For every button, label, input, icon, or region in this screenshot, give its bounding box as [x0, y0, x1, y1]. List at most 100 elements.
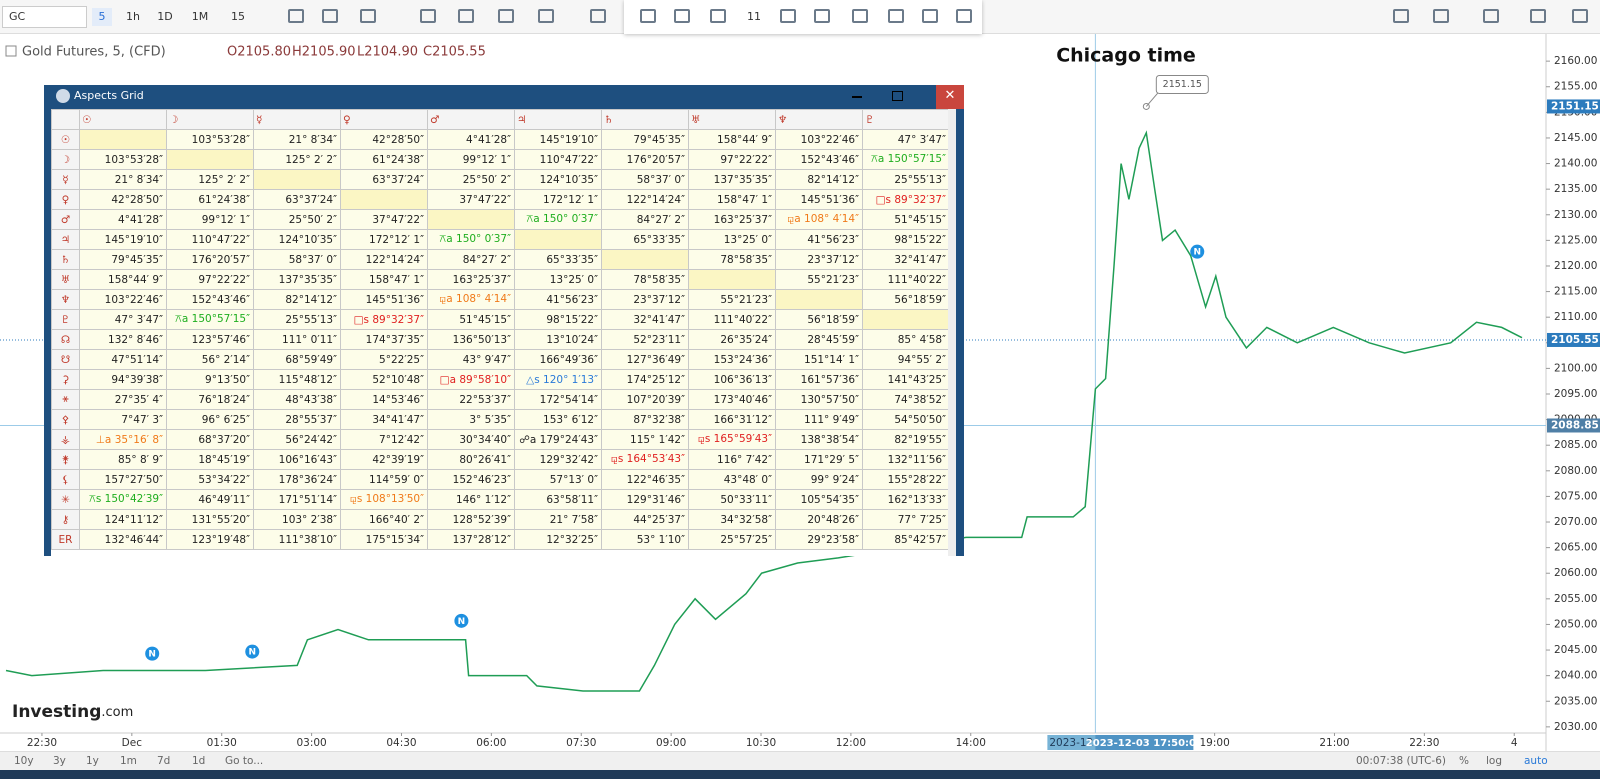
- grid-row: ⚸ 157°27′50″ 53°34′22″ 178°36′24″ 114°59′ 0″…: [51, 469, 950, 490]
- row-label: ♇: [51, 309, 80, 330]
- range-button[interactable]: 7d: [157, 755, 171, 767]
- instrument: Gold Futures, 5, (CFD): [22, 45, 166, 60]
- save-icon[interactable]: [1530, 9, 1546, 23]
- symbol-input[interactable]: GC: [2, 6, 87, 28]
- aspect-cell: 80°26′41″: [427, 449, 515, 470]
- y-tick-label: 2135.00: [1554, 183, 1597, 195]
- y-tick-label: 2130.00: [1554, 209, 1597, 221]
- corner-cell: [51, 109, 80, 130]
- studies-icon[interactable]: [458, 9, 474, 23]
- aspect-cell: 153°24′36″: [688, 349, 776, 370]
- screenshot-icon[interactable]: [1393, 9, 1409, 23]
- aspect-cell: 145°51′36″: [340, 289, 428, 310]
- percent-toggle[interactable]: %: [1459, 755, 1469, 767]
- aspect-cell: 141°43′25″: [862, 369, 950, 390]
- aspect-cell: 125° 2′ 2″: [253, 149, 341, 170]
- y-tick-label: 2030.00: [1554, 721, 1597, 733]
- aspect-cell: 172°54′14″: [514, 389, 602, 410]
- aspect-cell: 54°50′50″: [862, 409, 950, 430]
- layers-icon[interactable]: [814, 9, 830, 23]
- auto-toggle[interactable]: auto: [1524, 755, 1548, 767]
- text-color-icon[interactable]: [640, 9, 656, 23]
- grid-row: ♇ 47° 3′47″ ⚻a 150°57′15″ 25°55′13″ □s 89°32…: [51, 309, 950, 330]
- range-button[interactable]: 1m: [120, 755, 137, 767]
- grid-row: ☿ 21° 8′34″ 125° 2′ 2″ 63°37′24″ 25°50′ 2″ 12…: [51, 169, 950, 190]
- fill-icon[interactable]: [674, 9, 690, 23]
- aspect-cell: 110°47′22″: [514, 149, 602, 170]
- aspect-cell: 145°19′10″: [79, 229, 167, 250]
- range-button[interactable]: 1y: [86, 755, 99, 767]
- interval-button[interactable]: 1D: [157, 10, 173, 23]
- news-marker-label: N: [1193, 248, 1201, 258]
- aspect-cell: ⚻a 150°57′15″: [166, 309, 254, 330]
- chart-type-icon[interactable]: [288, 9, 304, 23]
- log-toggle[interactable]: log: [1486, 755, 1503, 767]
- column-header: ☿: [253, 109, 341, 130]
- crosshair-time: 2023-12-03 17:50:00: [1086, 738, 1203, 749]
- interval-button[interactable]: 1M: [191, 10, 209, 23]
- aspect-cell: 151°14′ 1″: [775, 349, 863, 370]
- settings-icon[interactable]: [420, 9, 436, 23]
- aspect-cell: 111° 9′49″: [775, 409, 863, 430]
- collapse-icon[interactable]: [5, 45, 17, 57]
- interval-select[interactable]: 15: [231, 10, 245, 23]
- aspect-cell: ⚼a 108° 4′14″: [775, 209, 863, 230]
- row-label: ⚷: [51, 509, 80, 530]
- aspect-cell: 37°47′22″: [427, 189, 515, 210]
- range-button[interactable]: 3y: [53, 755, 66, 767]
- load-icon[interactable]: [1483, 9, 1499, 23]
- aspects-grid: ☉ ☽ ☿ ♀ ♂ ♃ ♄ ♅ ♆ ♇ ☉ 103°53′28″ 21° 8′34″ 42°28′50″ 4…: [51, 109, 956, 556]
- lock-icon[interactable]: [888, 9, 904, 23]
- aspect-cell: 166°49′36″: [514, 349, 602, 370]
- y-tick-label: 2050.00: [1554, 618, 1597, 630]
- grid-row: ⚳ 94°39′38″ 9°13′50″ 115°48′12″ 52°10′48″ □a …: [51, 369, 950, 390]
- interval-button[interactable]: 5: [92, 8, 112, 26]
- empty-cell: [514, 229, 602, 250]
- range-button[interactable]: 1d: [192, 755, 206, 767]
- aspect-cell: 63°58′11″: [514, 489, 602, 510]
- layout-icon[interactable]: [1433, 9, 1449, 23]
- aspect-cell: 47°51′14″: [79, 349, 167, 370]
- logo: Investing.com: [12, 702, 133, 722]
- fullscreen-icon[interactable]: [1572, 9, 1588, 23]
- aspect-cell: 87°32′38″: [601, 409, 689, 430]
- clone-icon[interactable]: [852, 9, 868, 23]
- line-color-icon[interactable]: [710, 9, 726, 23]
- scale-icon[interactable]: [498, 9, 514, 23]
- visibility-icon[interactable]: [922, 9, 938, 23]
- indicator-icon[interactable]: [322, 9, 338, 23]
- range-button[interactable]: 10y: [14, 755, 34, 767]
- x-tick-label: 01:30: [207, 737, 237, 749]
- y-tick-label: 2060.00: [1554, 567, 1597, 579]
- delete-icon[interactable]: [956, 9, 972, 23]
- aspect-cell: □a 89°58′10″: [427, 369, 515, 390]
- y-tick-label: 2055.00: [1554, 593, 1597, 605]
- maximize-button[interactable]: [892, 91, 903, 101]
- aspect-cell: 110°47′22″: [166, 229, 254, 250]
- scrollbar[interactable]: [948, 109, 956, 556]
- interval-button[interactable]: 1h: [126, 10, 140, 23]
- minimize-button[interactable]: [852, 96, 862, 98]
- aspect-cell: 21° 7′58″: [514, 509, 602, 530]
- aspect-cell: 25°55′13″: [253, 309, 341, 330]
- aspect-cell: 53°34′22″: [166, 469, 254, 490]
- callout-box: [1155, 74, 1209, 94]
- aspect-cell: 158°44′ 9″: [688, 129, 776, 150]
- close-button[interactable]: ✕: [936, 85, 964, 109]
- aspect-cell: 162°13′33″: [862, 489, 950, 510]
- aspect-cell: 103°53′28″: [79, 149, 167, 170]
- tool-settings-icon[interactable]: [780, 9, 796, 23]
- compare-icon[interactable]: [360, 9, 376, 23]
- y-tick-label: 2145.00: [1554, 132, 1597, 144]
- goto[interactable]: Go to...: [225, 755, 264, 767]
- undo-icon[interactable]: [538, 9, 554, 23]
- aspect-cell: △s 120° 1′13″: [514, 369, 602, 390]
- aspect-cell: 158°47′ 1″: [340, 269, 428, 290]
- font-size[interactable]: 11: [747, 10, 761, 23]
- aspect-cell: 56° 2′14″: [166, 349, 254, 370]
- aspect-cell: 106°16′43″: [253, 449, 341, 470]
- grid-row: ⚴ 7°47′ 3″ 96° 6′25″ 28°55′37″ 34°41′47″ 3° 5…: [51, 409, 950, 430]
- alert-icon[interactable]: [590, 9, 606, 23]
- aspect-cell: 123°57′46″: [166, 329, 254, 350]
